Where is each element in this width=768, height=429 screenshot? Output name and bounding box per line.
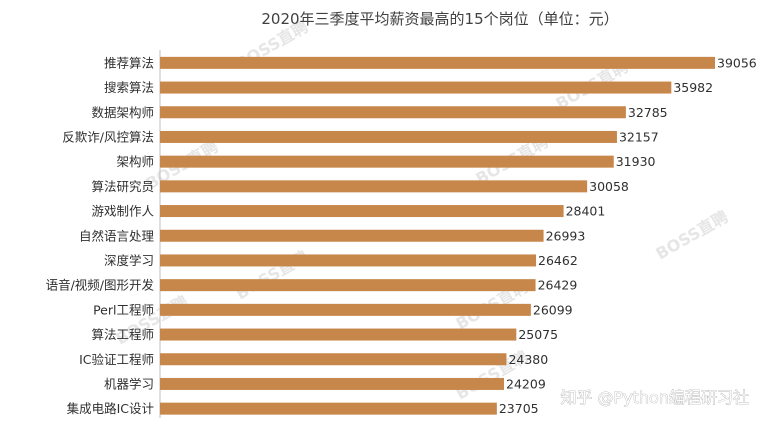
bar bbox=[160, 81, 672, 94]
bar bbox=[160, 205, 564, 218]
category-label: IC验证工程师 bbox=[79, 352, 154, 367]
category-label: 深度学习 bbox=[104, 253, 154, 268]
value-label: 24380 bbox=[508, 352, 548, 367]
category-label: 语音/视频/图形开发 bbox=[46, 278, 155, 293]
value-label: 32785 bbox=[628, 105, 668, 120]
category-label: Perl工程师 bbox=[93, 302, 154, 317]
category-label: 算法研究员 bbox=[91, 179, 154, 194]
category-label: 反欺诈/风控算法 bbox=[62, 129, 154, 144]
bar bbox=[160, 377, 505, 390]
category-label: 数据架构师 bbox=[91, 105, 154, 120]
bar bbox=[160, 56, 715, 69]
bar bbox=[160, 328, 517, 341]
category-label: 集成电路IC设计 bbox=[67, 401, 154, 416]
value-label: 31930 bbox=[616, 154, 656, 169]
category-label: 自然语言处理 bbox=[79, 228, 155, 243]
category-label: 推荐算法 bbox=[104, 55, 154, 70]
category-label: 架构师 bbox=[116, 154, 154, 169]
bar bbox=[160, 180, 588, 193]
value-label: 24209 bbox=[506, 376, 546, 391]
value-label: 39056 bbox=[717, 55, 757, 70]
value-label: 35982 bbox=[673, 80, 713, 95]
bar bbox=[160, 254, 537, 267]
value-label: 32157 bbox=[619, 129, 659, 144]
bar bbox=[160, 229, 544, 242]
value-label: 23705 bbox=[499, 401, 539, 416]
chart-title: 2020年三季度平均薪资最高的15个岗位（单位：元） bbox=[261, 10, 618, 28]
value-label: 26462 bbox=[538, 253, 578, 268]
value-label: 25075 bbox=[518, 327, 558, 342]
value-label: 26099 bbox=[533, 302, 573, 317]
category-label: 搜索算法 bbox=[104, 80, 154, 95]
bar bbox=[160, 353, 507, 366]
bar bbox=[160, 303, 531, 316]
category-label: 游戏制作人 bbox=[91, 204, 154, 219]
value-label: 26429 bbox=[538, 278, 578, 293]
source-credit: 知乎 @Python编程研习社 bbox=[560, 388, 749, 407]
bar bbox=[160, 106, 626, 119]
bars-group: 推荐算法 39056 搜索算法 35982 数据架构师 32785 反欺诈/风控算法 3215… bbox=[46, 55, 757, 416]
value-label: 26993 bbox=[546, 228, 586, 243]
bar bbox=[160, 130, 617, 143]
watermark-text: BOSS直聘 bbox=[653, 207, 732, 264]
bar bbox=[160, 155, 614, 168]
value-label: 28401 bbox=[566, 204, 606, 219]
value-label: 30058 bbox=[589, 179, 629, 194]
category-label: 算法工程师 bbox=[91, 327, 154, 342]
category-label: 机器学习 bbox=[104, 376, 154, 391]
bar bbox=[160, 402, 497, 415]
bar bbox=[160, 279, 536, 292]
